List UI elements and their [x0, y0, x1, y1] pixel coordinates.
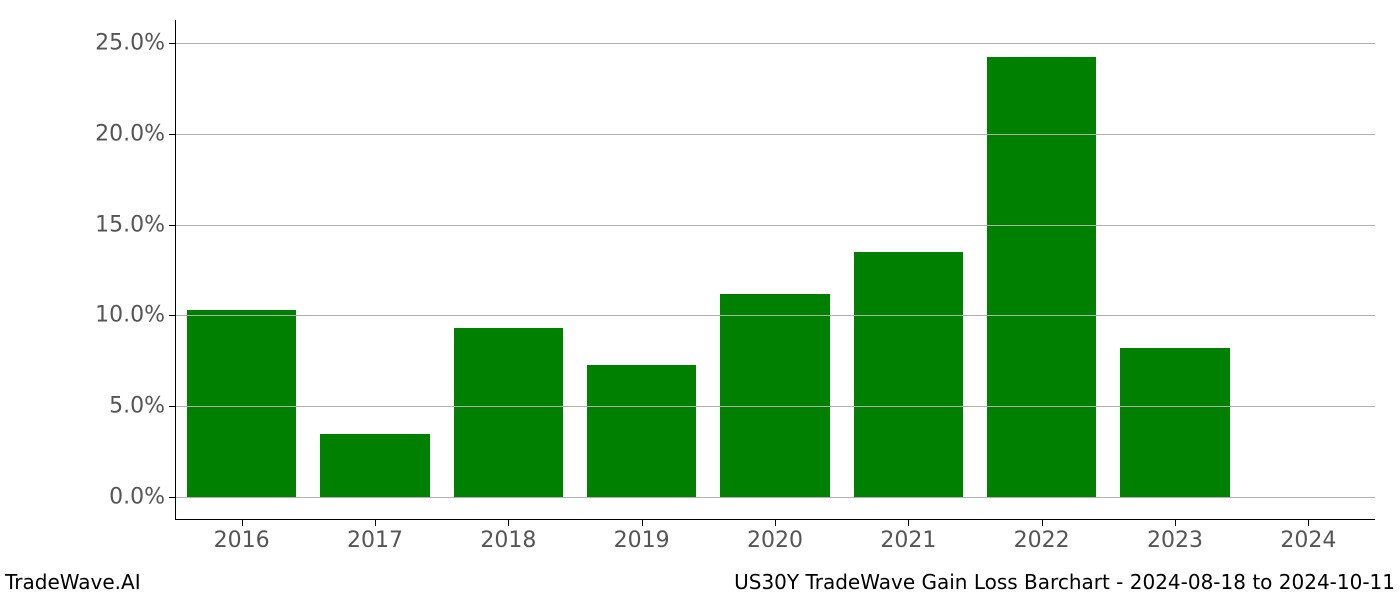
- plot-area: 0.0%5.0%10.0%15.0%20.0%25.0% 20162017201…: [175, 20, 1375, 520]
- gridline: [175, 134, 1375, 135]
- bar: [854, 252, 963, 497]
- x-tick-label: 2020: [747, 520, 803, 553]
- bar: [1120, 348, 1229, 497]
- bar: [454, 328, 563, 497]
- x-tick-label: 2016: [214, 520, 270, 553]
- x-tick-label: 2022: [1014, 520, 1070, 553]
- x-tick-label: 2017: [347, 520, 403, 553]
- y-tick-label: 25.0%: [95, 30, 175, 55]
- gridline: [175, 43, 1375, 44]
- x-tick-label: 2018: [480, 520, 536, 553]
- x-tick-label: 2019: [614, 520, 670, 553]
- bar: [987, 57, 1096, 497]
- bar: [587, 365, 696, 498]
- gridline: [175, 225, 1375, 226]
- y-tick-label: 15.0%: [95, 212, 175, 237]
- bar: [320, 434, 429, 498]
- y-tick-label: 5.0%: [109, 394, 175, 419]
- bar: [720, 294, 829, 498]
- y-axis-spine: [175, 20, 176, 520]
- gridline: [175, 406, 1375, 407]
- y-tick-label: 0.0%: [109, 485, 175, 510]
- x-tick-label: 2024: [1280, 520, 1336, 553]
- y-tick-label: 10.0%: [95, 303, 175, 328]
- footer-right-text: US30Y TradeWave Gain Loss Barchart - 202…: [734, 570, 1395, 594]
- x-tick-label: 2023: [1147, 520, 1203, 553]
- footer-left-text: TradeWave.AI: [5, 570, 141, 594]
- chart-figure: 0.0% 5.0% 10.0% 15.0% 20.0% 25.0% 2016 2017 201…: [0, 0, 1400, 600]
- gridline: [175, 315, 1375, 316]
- x-tick-label: 2021: [880, 520, 936, 553]
- gridline: [175, 497, 1375, 498]
- y-tick-label: 20.0%: [95, 121, 175, 146]
- bar: [187, 310, 296, 497]
